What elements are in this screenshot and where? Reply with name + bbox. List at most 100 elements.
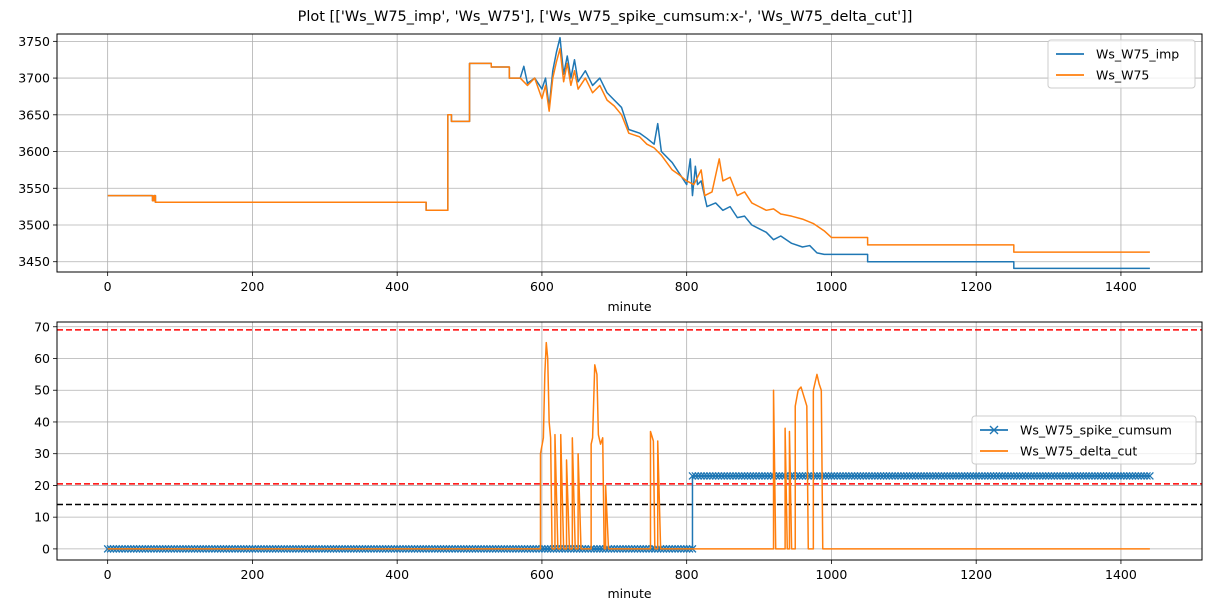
series-marker — [1122, 471, 1131, 480]
y-tick-label: 70 — [34, 319, 50, 334]
top-grid — [57, 34, 1202, 272]
legend-label: Ws_W75_imp — [1096, 47, 1179, 62]
series-marker — [937, 471, 946, 480]
series-marker — [564, 544, 572, 553]
series-marker — [1079, 471, 1088, 480]
series-marker — [720, 471, 729, 480]
series-marker — [760, 471, 769, 480]
series-marker — [743, 471, 752, 480]
series-marker — [1082, 471, 1091, 480]
series-line — [107, 47, 1150, 253]
bottom-legend: Ws_W75_spike_cumsum Ws_W75_delta_cut — [971, 415, 1197, 465]
series-marker — [714, 471, 723, 480]
series-marker — [859, 471, 868, 480]
x-tick-label: 0 — [104, 567, 112, 582]
series-marker — [931, 471, 940, 480]
series-marker — [1088, 471, 1096, 480]
series-marker — [995, 471, 1004, 480]
series-marker — [1137, 471, 1146, 480]
series-marker — [1076, 471, 1085, 480]
series-marker — [1047, 471, 1056, 480]
series-marker — [879, 471, 888, 480]
series-marker — [917, 471, 926, 480]
series-marker — [894, 471, 902, 480]
series-line — [107, 475, 1150, 550]
series-marker — [856, 471, 865, 480]
y-tick-label: 3550 — [18, 181, 50, 196]
x-tick-label: 1000 — [816, 279, 848, 294]
series-marker — [717, 471, 726, 480]
series-marker — [928, 471, 937, 480]
series-marker — [1125, 471, 1134, 480]
series-marker — [896, 471, 905, 480]
series-marker — [755, 471, 764, 480]
series-marker — [1119, 471, 1128, 480]
series-marker — [691, 471, 700, 480]
series-marker — [789, 471, 798, 480]
series-marker — [841, 471, 850, 480]
x-tick-label: 800 — [675, 567, 699, 582]
series-marker — [1018, 471, 1027, 480]
series-marker — [702, 471, 711, 480]
series-marker — [824, 471, 833, 480]
series-marker — [1044, 471, 1053, 480]
legend-box — [971, 415, 1197, 465]
series-marker — [1073, 471, 1082, 480]
series-marker — [946, 471, 955, 480]
series-marker — [949, 471, 957, 480]
series-marker — [821, 471, 830, 480]
series-marker — [882, 471, 891, 480]
bottom-axes-frame — [56, 321, 1203, 561]
series-marker — [1050, 471, 1059, 480]
series-marker — [595, 544, 604, 553]
series-marker — [694, 471, 703, 480]
series-marker — [763, 471, 772, 480]
series-marker — [908, 471, 917, 480]
series-marker — [1064, 471, 1073, 480]
series-marker — [836, 471, 845, 480]
series-marker — [1021, 471, 1030, 480]
series-marker — [1001, 471, 1010, 480]
series-marker — [1004, 471, 1012, 480]
y-tick-label: 40 — [34, 414, 50, 429]
series-marker — [1067, 471, 1076, 480]
series-marker — [957, 471, 966, 480]
series-marker — [734, 471, 743, 480]
figure-title: Plot [['Ws_W75_imp', 'Ws_W75'], ['Ws_W75… — [298, 9, 913, 25]
y-tick-label: 10 — [34, 510, 50, 525]
series-marker — [1116, 471, 1125, 480]
series-marker — [972, 471, 981, 480]
top-ticks: 0 200 400 600 800 1000 1200 1400 3450 3500 3550 360… — [18, 34, 1137, 294]
series-marker — [902, 471, 911, 480]
x-tick-label: 1400 — [1105, 279, 1137, 294]
series-marker — [1108, 471, 1117, 480]
series-marker — [1009, 471, 1018, 480]
bottom-reference-lines — [57, 329, 1202, 506]
top-legend: Ws_W75_imp Ws_W75 — [1047, 39, 1196, 89]
series-line — [107, 36, 1150, 270]
series-marker — [726, 471, 735, 480]
bottom-ticks: 0 200 400 600 800 1000 1200 1400 0 10 20 30 40 50 60 70 — [34, 319, 1137, 582]
series-marker — [546, 544, 555, 553]
series-marker — [705, 471, 714, 480]
series-marker — [1143, 471, 1151, 480]
series-marker — [963, 471, 972, 480]
series-marker — [1090, 471, 1099, 480]
series-marker — [1145, 471, 1154, 480]
y-tick-label: 50 — [34, 383, 50, 398]
series-marker — [737, 471, 746, 480]
series-marker — [1085, 471, 1094, 480]
top-subplot: 0 200 400 600 800 1000 1200 1400 3450 3500 3550 360… — [18, 33, 1203, 314]
series-marker — [899, 471, 908, 480]
series-marker — [775, 471, 784, 480]
series-marker — [1038, 471, 1047, 480]
y-tick-label: 3600 — [18, 144, 50, 159]
x-tick-label: 1200 — [960, 567, 992, 582]
series-marker — [868, 471, 876, 480]
series-marker — [998, 471, 1007, 480]
series-marker — [688, 471, 697, 480]
series-marker — [844, 471, 853, 480]
series-marker — [980, 471, 989, 480]
series-marker — [749, 471, 758, 480]
series-marker — [540, 544, 549, 553]
